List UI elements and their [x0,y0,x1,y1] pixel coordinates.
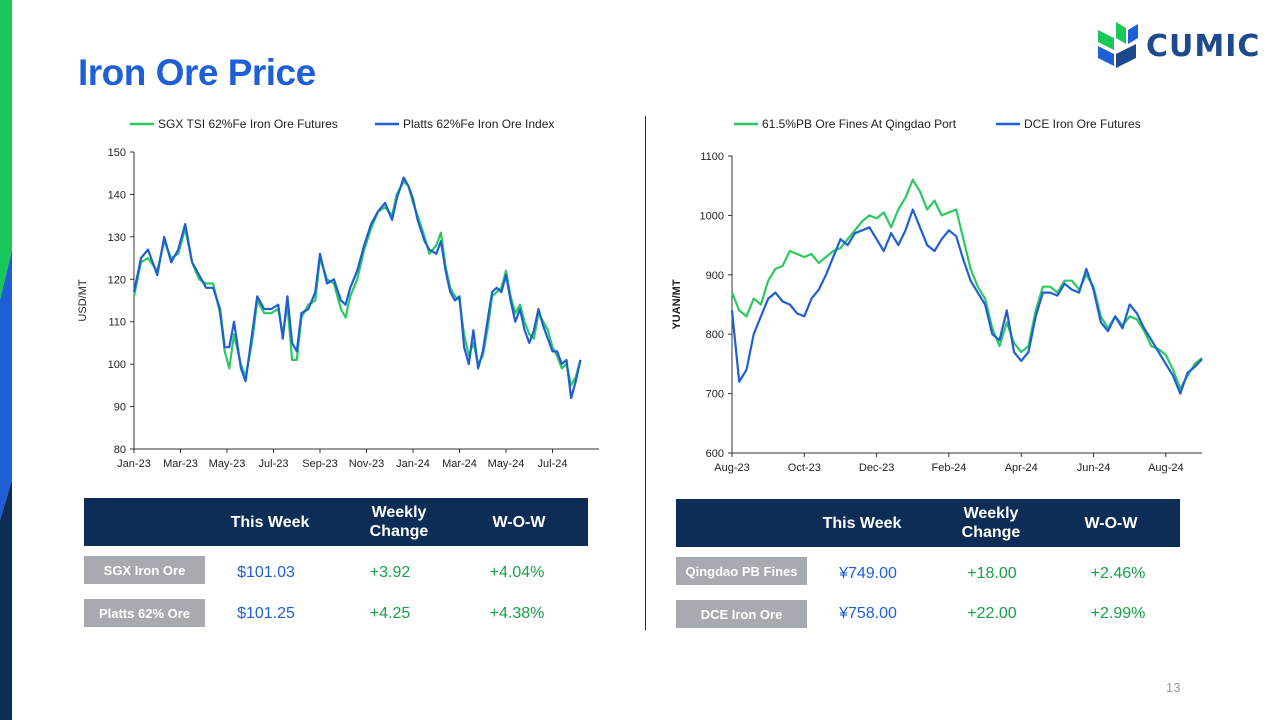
platts-wow: +4.38% [489,605,545,622]
y-tick-label: 800 [706,329,724,341]
left-table-header: This Week Weekly Change W-O-W [84,498,588,546]
x-tick-label: Jan-24 [396,458,430,470]
row-label-platts: Platts 62% Ore [84,599,205,627]
y-axis-label: USD/MT [77,279,89,321]
sgx-change: +3.92 [369,564,411,581]
x-tick-label: Mar-23 [163,458,198,470]
chart-svg-left: 80 90 100 110 120 130 140 150 Jan-23 Mar-23 May-23… [77,117,599,470]
row-label-qingdao: Qingdao PB Fines [676,557,807,585]
x-tick-label: Sep-23 [302,458,337,470]
y-tick-label: 1100 [700,151,724,163]
row-label-dce: DCE Iron Ore [676,600,807,628]
sgx-platts-chart: 80 90 100 110 120 130 140 150 Jan-23 Mar-23 May-23… [70,108,615,480]
x-tick-label: Jul-23 [259,458,289,470]
x-tick-label: Mar-24 [442,458,477,470]
x-tick-label: Apr-24 [1005,462,1038,474]
header-weekly-change: Weekly Change [369,504,429,540]
legend-label-2: DCE Iron Ore Futures [1024,117,1141,131]
header-blank [84,498,206,546]
y-tick-label: 900 [706,270,724,282]
y-tick-label: 140 [108,189,126,201]
y-tick-label: 120 [108,274,126,286]
y-tick-label: 100 [108,359,126,371]
logo-mark-icon [1098,22,1138,68]
platts-price: $101.25 [237,605,295,622]
header-blank [676,499,798,547]
x-tick-label: May-24 [488,458,525,470]
x-tick-label: Aug-24 [1148,462,1183,474]
legend-label-2: Platts 62%Fe Iron Ore Index [403,117,554,131]
series-line-2 [132,176,582,400]
dce-wow: +2.99% [1090,605,1146,622]
right-table-header: This Week Weekly Change W-O-W [676,499,1180,547]
chart-svg-right: 600 700 800 900 1000 1100 Aug-23 Oct-23 Dec-23 Fe… [671,117,1203,474]
y-tick-label: 1000 [700,210,724,222]
legend-label-1: 61.5%PB Ore Fines At Qingdao Port [762,117,957,131]
page-number: 13 [1166,680,1181,695]
sgx-wow: +4.04% [489,564,545,581]
y-axis-label: YUAN/MT [671,279,683,329]
accent-stripe [0,0,12,720]
dce-price: ¥758.00 [839,605,897,622]
series-line-2 [730,208,1203,395]
series-line-1 [730,178,1203,390]
header-wow: W-O-W [492,513,546,531]
y-tick-label: 110 [108,317,126,329]
header-wow: W-O-W [1084,514,1138,532]
header-this-week: This Week [230,513,310,531]
logo-text: CUMIC [1146,29,1261,64]
header-weekly-change: Weekly Change [961,505,1021,541]
y-tick-label: 80 [114,444,126,456]
qingdao-dce-chart: 600 700 800 900 1000 1100 Aug-23 Oct-23 Dec-23 Fe… [662,108,1222,483]
row-label-sgx: SGX Iron Ore [84,556,205,584]
y-tick-label: 130 [108,232,126,244]
x-tick-label: Jul-24 [538,458,568,470]
x-tick-label: Jun-24 [1077,462,1111,474]
x-tick-label: Feb-24 [931,462,966,474]
cumic-logo: CUMIC [1096,20,1259,70]
y-tick-label: 600 [706,448,724,460]
y-tick-label: 90 [114,402,126,414]
x-tick-label: Jan-23 [117,458,151,470]
x-tick-label: May-23 [209,458,246,470]
page-title: Iron Ore Price [78,52,316,93]
x-tick-label: Dec-23 [859,462,894,474]
sgx-price: $101.03 [237,564,295,581]
x-tick-label: Nov-23 [349,458,384,470]
legend-label-1: SGX TSI 62%Fe Iron Ore Futures [158,117,338,131]
section-divider [645,116,646,630]
qingdao-change: +18.00 [967,565,1017,582]
dce-change: +22.00 [967,605,1017,622]
y-tick-label: 700 [706,389,724,401]
platts-change: +4.25 [369,605,411,622]
qingdao-price: ¥749.00 [839,565,897,582]
series-line-1 [132,180,582,387]
header-this-week: This Week [822,514,902,532]
y-tick-label: 150 [108,147,126,159]
x-tick-label: Aug-23 [714,462,749,474]
x-tick-label: Oct-23 [788,462,821,474]
qingdao-wow: +2.46% [1090,565,1146,582]
